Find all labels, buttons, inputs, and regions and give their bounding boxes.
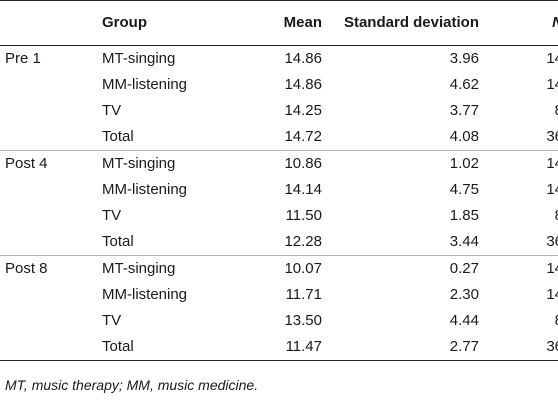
cell-mean: 11.71 — [285, 286, 322, 303]
cell-standard-deviation: 0.27 — [322, 255, 479, 282]
cell-standard-deviation: 4.75 — [449, 181, 479, 198]
cell-n: 8 — [479, 98, 558, 124]
cell-n: 14 — [479, 150, 558, 177]
cell-group: MM-listening — [102, 76, 188, 93]
cell-mean: 14.25 — [284, 102, 322, 119]
cell-group: MM-listening — [102, 286, 188, 303]
header-condition — [0, 0, 102, 46]
table-row: MM-listening 14.14 4.75 14 — [0, 177, 558, 203]
cell-condition — [0, 203, 102, 229]
cell-group: MT-singing — [102, 150, 252, 177]
table-footnote: MT, music therapy; MM, music medicine. — [5, 377, 259, 393]
header-group: Group — [102, 0, 252, 46]
cell-group: MT-singing — [102, 50, 176, 67]
cell-mean: 10.86 — [252, 150, 322, 177]
cell-mean: 14.14 — [284, 181, 322, 198]
cell-group: TV — [102, 312, 122, 329]
cell-group: MT-singing — [102, 255, 252, 282]
cell-n: 8 — [479, 308, 558, 334]
statistics-table: Group Mean Standard deviation N Pre 1 MT-… — [0, 0, 558, 361]
cell-standard-deviation: 3.77 — [449, 102, 479, 119]
table-row: MM-listening 14.86 4.62 14 — [0, 72, 558, 98]
cell-condition — [0, 334, 102, 361]
cell-standard-deviation: 4.62 — [449, 76, 479, 93]
cell-n: 14 — [546, 50, 558, 67]
header-n: N — [479, 0, 558, 46]
table-header: Group Mean Standard deviation N — [0, 0, 558, 46]
cell-n: 14 — [479, 255, 558, 282]
table-row: MM-listening 11.71 2.30 14 — [0, 282, 558, 308]
cell-n: 36 — [546, 128, 558, 145]
cell-condition — [0, 177, 102, 203]
table-row: Total 12.28 3.44 36 — [0, 229, 558, 256]
cell-mean: 11.47 — [252, 334, 322, 361]
cell-condition: Post 8 — [0, 255, 102, 282]
cell-condition: Post 4 — [0, 150, 102, 177]
cell-standard-deviation: 2.30 — [449, 286, 479, 303]
cell-condition — [0, 229, 102, 256]
cell-mean: 13.50 — [284, 312, 322, 329]
cell-group: Total — [102, 128, 134, 145]
cell-standard-deviation: 4.08 — [449, 128, 479, 145]
cell-condition — [0, 124, 102, 151]
cell-mean: 14.72 — [284, 128, 322, 145]
header-standard-deviation: Standard deviation — [322, 0, 479, 46]
cell-mean: 12.28 — [284, 233, 322, 250]
cell-standard-deviation: 3.96 — [449, 50, 479, 67]
cell-n: 14 — [546, 76, 558, 93]
header-mean: Mean — [252, 0, 322, 46]
cell-group: MM-listening — [102, 181, 188, 198]
cell-condition — [0, 282, 102, 308]
cell-group: Total — [102, 334, 252, 361]
header-row: Group Mean Standard deviation N — [0, 0, 558, 46]
cell-standard-deviation: 3.44 — [449, 233, 479, 250]
cell-standard-deviation: 2.77 — [322, 334, 479, 361]
table-row: TV 11.50 1.858 — [0, 203, 558, 229]
table-row: Total 14.72 4.08 36 — [0, 124, 558, 151]
cell-group: Total — [102, 233, 134, 250]
cell-n: 36 — [479, 334, 558, 361]
cell-n: 14 — [546, 286, 558, 303]
cell-n: 36 — [546, 233, 558, 250]
cell-mean: 10.07 — [252, 255, 322, 282]
cell-n: 8 — [479, 203, 558, 229]
cell-n: 14 — [546, 181, 558, 198]
cell-group: TV — [102, 102, 122, 119]
cell-condition: Pre 1 — [5, 50, 41, 67]
cell-group: TV — [102, 207, 122, 224]
table-row: Pre 1 MT-singing 14.86 3.96 14 — [0, 46, 558, 73]
cell-mean: 14.86 — [284, 76, 322, 93]
cell-condition — [0, 98, 102, 124]
cell-condition — [0, 72, 102, 98]
cell-mean: 11.50 — [285, 207, 322, 224]
cell-standard-deviation: 4.44 — [449, 312, 479, 329]
cell-mean: 14.86 — [284, 50, 322, 67]
cell-standard-deviation: 1.85 — [449, 207, 479, 224]
table-body: Pre 1 MT-singing 14.86 3.96 14 MM-listening 14… — [0, 46, 558, 361]
table-row: TV 14.25 3.778 — [0, 98, 558, 124]
cell-standard-deviation: 1.02 — [322, 150, 479, 177]
table-row: TV 13.50 4.448 — [0, 308, 558, 334]
cell-condition — [0, 308, 102, 334]
